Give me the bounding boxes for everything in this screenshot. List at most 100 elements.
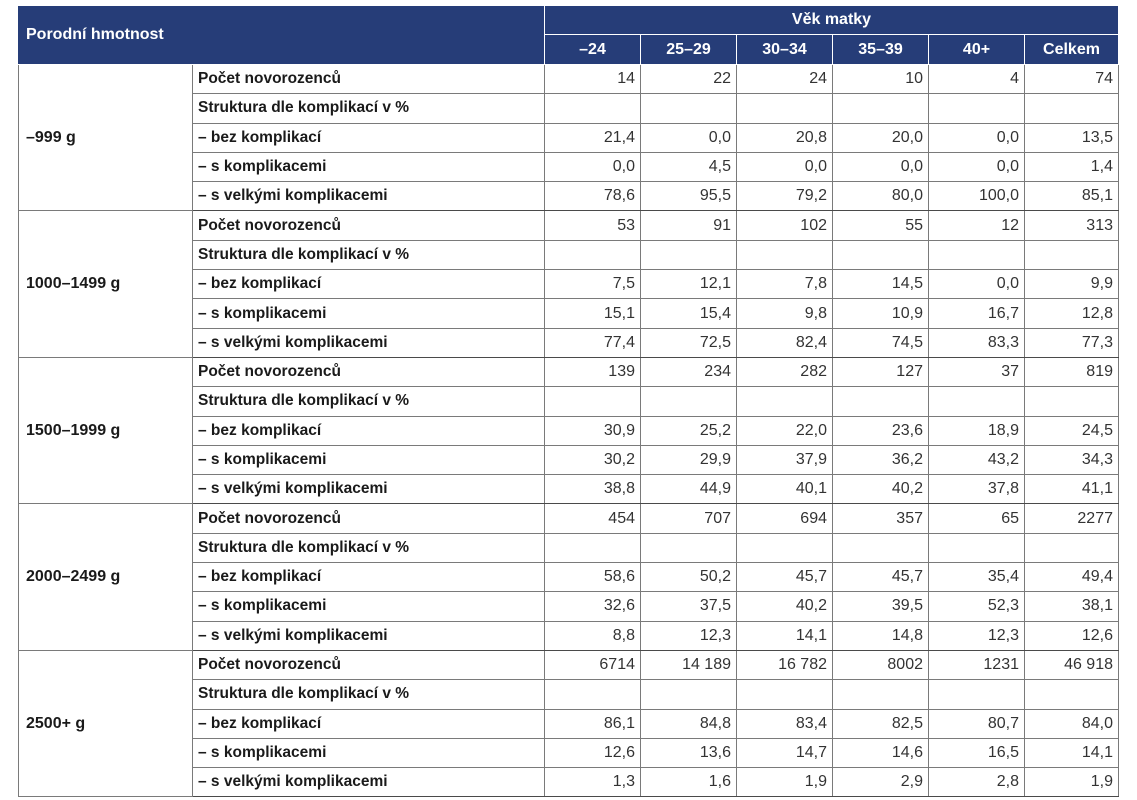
header-row-group: Porodní hmotnost Věk matky (18, 5, 1119, 65)
value-cell: 77,4 (544, 327, 641, 358)
row-label: Struktura dle komplikací v % (192, 679, 545, 710)
value-cell: 24 (736, 63, 833, 95)
value-cell: 14 189 (640, 649, 737, 681)
table-row: – bez komplikací 7,5 12,1 7,8 14,5 0,0 9,9 (19, 269, 1119, 300)
value-cell: 25,2 (640, 415, 737, 446)
value-cell (736, 93, 833, 124)
table-row: –999 g Počet novorozenců 14 22 24 10 4 74 (18, 63, 1119, 212)
value-cell (544, 93, 641, 124)
table-row: – bez komplikací 86,1 84,8 83,4 82,5 80,7 84,0 (19, 708, 1119, 739)
value-cell: 16,5 (928, 737, 1025, 769)
value-cell: 6714 (544, 649, 641, 681)
weight-group-label: 1000–1499 g (18, 210, 193, 358)
table-row: – s velkými komplikacemi 38,8 44,9 40,1 40,2… (19, 474, 1119, 505)
value-cell (928, 679, 1025, 710)
value-cell: 45,7 (736, 562, 833, 593)
value-cell (640, 239, 737, 271)
value-cell: 234 (640, 356, 737, 388)
value-cell: 9,8 (736, 298, 833, 329)
value-cell: 2277 (1024, 503, 1119, 534)
value-cell (1024, 532, 1119, 564)
value-cell: 22 (640, 63, 737, 95)
table-row: Struktura dle komplikací v % (19, 93, 1119, 124)
value-cell: 40,2 (832, 474, 929, 505)
value-cell: 0,0 (928, 122, 1025, 153)
value-cell: 49,4 (1024, 562, 1119, 593)
value-cell: 10 (832, 63, 929, 95)
value-cell: 1,3 (544, 767, 641, 798)
value-cell: 29,9 (640, 444, 737, 476)
value-cell (1024, 93, 1119, 124)
row-label: – s velkými komplikacemi (192, 181, 545, 212)
age-column-header: 30–34 (736, 34, 833, 65)
value-cell (832, 532, 929, 564)
value-cell: 10,9 (832, 298, 929, 329)
value-cell: 35,4 (928, 562, 1025, 593)
row-label: – bez komplikací (192, 562, 545, 593)
value-cell: 18,9 (928, 415, 1025, 446)
age-column-header: 35–39 (832, 34, 929, 65)
total-column-header: Celkem (1024, 34, 1119, 65)
row-label: Struktura dle komplikací v % (192, 532, 545, 564)
value-cell: 14,1 (736, 620, 833, 651)
value-cell: 12,6 (544, 737, 641, 769)
value-cell (928, 93, 1025, 124)
table-row: Struktura dle komplikací v % (19, 679, 1119, 710)
value-cell: 74,5 (832, 327, 929, 358)
row-label: – s komplikacemi (192, 151, 545, 183)
value-cell: 30,2 (544, 444, 641, 476)
value-cell: 16 782 (736, 649, 833, 681)
value-cell: 37 (928, 356, 1025, 388)
row-label: – bez komplikací (192, 708, 545, 739)
value-cell: 14,5 (832, 269, 929, 300)
value-cell (640, 532, 737, 564)
value-cell: 0,0 (736, 151, 833, 183)
value-cell: 45,7 (832, 562, 929, 593)
value-cell: 55 (832, 210, 929, 241)
weight-group-label: 1500–1999 g (18, 356, 193, 505)
age-column-header: –24 (544, 34, 641, 65)
table-row: 2000–2499 g Počet novorozenců 454 707 694 357… (18, 503, 1119, 651)
value-cell: 38,8 (544, 474, 641, 505)
weight-group-label: 2500+ g (18, 649, 193, 798)
value-cell: 32,6 (544, 591, 641, 622)
value-cell: 139 (544, 356, 641, 388)
row-label: – s velkými komplikacemi (192, 767, 545, 798)
value-cell (736, 386, 833, 417)
value-cell (832, 239, 929, 271)
value-cell: 12 (928, 210, 1025, 241)
value-cell: 1,4 (1024, 151, 1119, 183)
value-cell: 37,5 (640, 591, 737, 622)
value-cell: 23,6 (832, 415, 929, 446)
value-cell: 14,6 (832, 737, 929, 769)
value-cell: 0,0 (928, 151, 1025, 183)
value-cell: 86,1 (544, 708, 641, 739)
row-label: – bez komplikací (192, 269, 545, 300)
value-cell (1024, 239, 1119, 271)
row-label: Struktura dle komplikací v % (192, 239, 545, 271)
age-column-header: 25–29 (640, 34, 737, 65)
header-row-ages: –24 25–29 30–34 35–39 40+ Celkem (19, 34, 1119, 65)
value-cell: 100,0 (928, 181, 1025, 212)
value-cell: 65 (928, 503, 1025, 534)
value-cell (736, 532, 833, 564)
value-cell: 454 (544, 503, 641, 534)
value-cell: 15,4 (640, 298, 737, 329)
value-cell: 16,7 (928, 298, 1025, 329)
value-cell (832, 679, 929, 710)
value-cell: 34,3 (1024, 444, 1119, 476)
value-cell: 0,0 (832, 151, 929, 183)
value-cell: 20,8 (736, 122, 833, 153)
value-cell: 15,1 (544, 298, 641, 329)
value-cell: 4 (928, 63, 1025, 95)
value-cell: 91 (640, 210, 737, 241)
value-cell: 72,5 (640, 327, 737, 358)
value-cell: 1231 (928, 649, 1025, 681)
value-cell: 39,5 (832, 591, 929, 622)
row-label: – bez komplikací (192, 415, 545, 446)
value-cell (1024, 386, 1119, 417)
value-cell (544, 386, 641, 417)
table-row: Struktura dle komplikací v % (19, 239, 1119, 271)
row-label: – s komplikacemi (192, 737, 545, 769)
value-cell: 9,9 (1024, 269, 1119, 300)
